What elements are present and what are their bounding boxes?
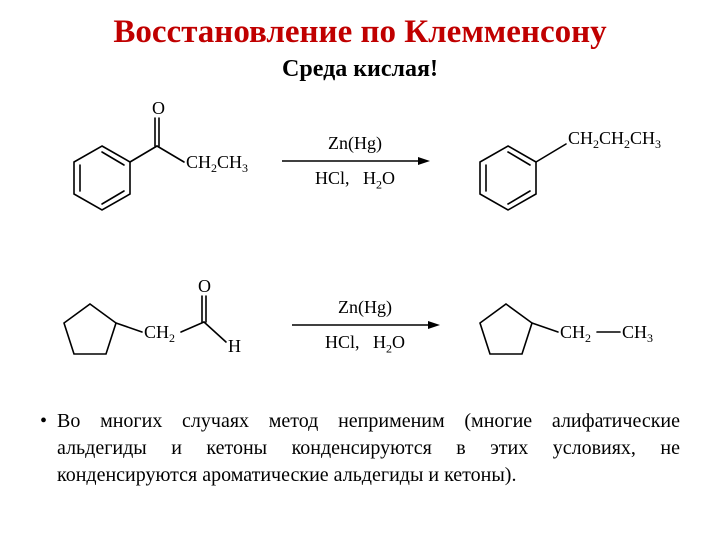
bullet-marker: • [40,408,47,489]
rxn2-reactant-O: O [198,276,211,296]
slide-subtitle: Среда кислая! [0,56,720,83]
rxn2-arrow-icon [290,320,440,330]
rxn1-arrow-icon [280,156,430,166]
rxn2-product-ch2: CH2 [560,322,591,345]
rxn2-reactant: CH2 O H [42,272,272,382]
rxn2-reagent-bottom: HCl, H2O [325,332,405,357]
rxn2-reactant-H: H [228,336,241,356]
rxn1-product: CH2CH2CH3 [448,98,678,228]
rxn1-reagent-top: Zn(Hg) [328,133,382,154]
rxn1-arrow-block: Zn(Hg) HCl, H2O [280,133,430,193]
rxn1-reactant: O CH2CH3 [42,98,262,228]
rxn1-reactant-O: O [152,98,165,118]
rxn1-reactant-ch2ch3: CH2CH3 [186,152,248,175]
rxn1-reagent-bottom: HCl, H2O [315,168,395,193]
slide: Восстановление по Клемменсону Среда кисл… [0,0,720,540]
rxn1-product-label: CH2CH2CH3 [568,128,661,151]
bullet-block: • Во многих случаях метод неприменим (мн… [40,408,680,489]
reaction-1: O CH2CH3 Zn(Hg) HCl, H2O [0,98,720,228]
rxn2-product: CH2 CH3 [458,272,678,382]
bullet-text: Во многих случаях метод неприменим (мног… [57,408,680,489]
rxn2-arrow-block: Zn(Hg) HCl, H2O [290,297,440,357]
rxn2-reagent-top: Zn(Hg) [338,297,392,318]
rxn2-reactant-ch2: CH2 [144,322,175,345]
reaction-2: CH2 O H Zn(Hg) [0,272,720,382]
rxn2-product-ch3: CH3 [622,322,653,345]
slide-title: Восстановление по Клемменсону [0,14,720,51]
